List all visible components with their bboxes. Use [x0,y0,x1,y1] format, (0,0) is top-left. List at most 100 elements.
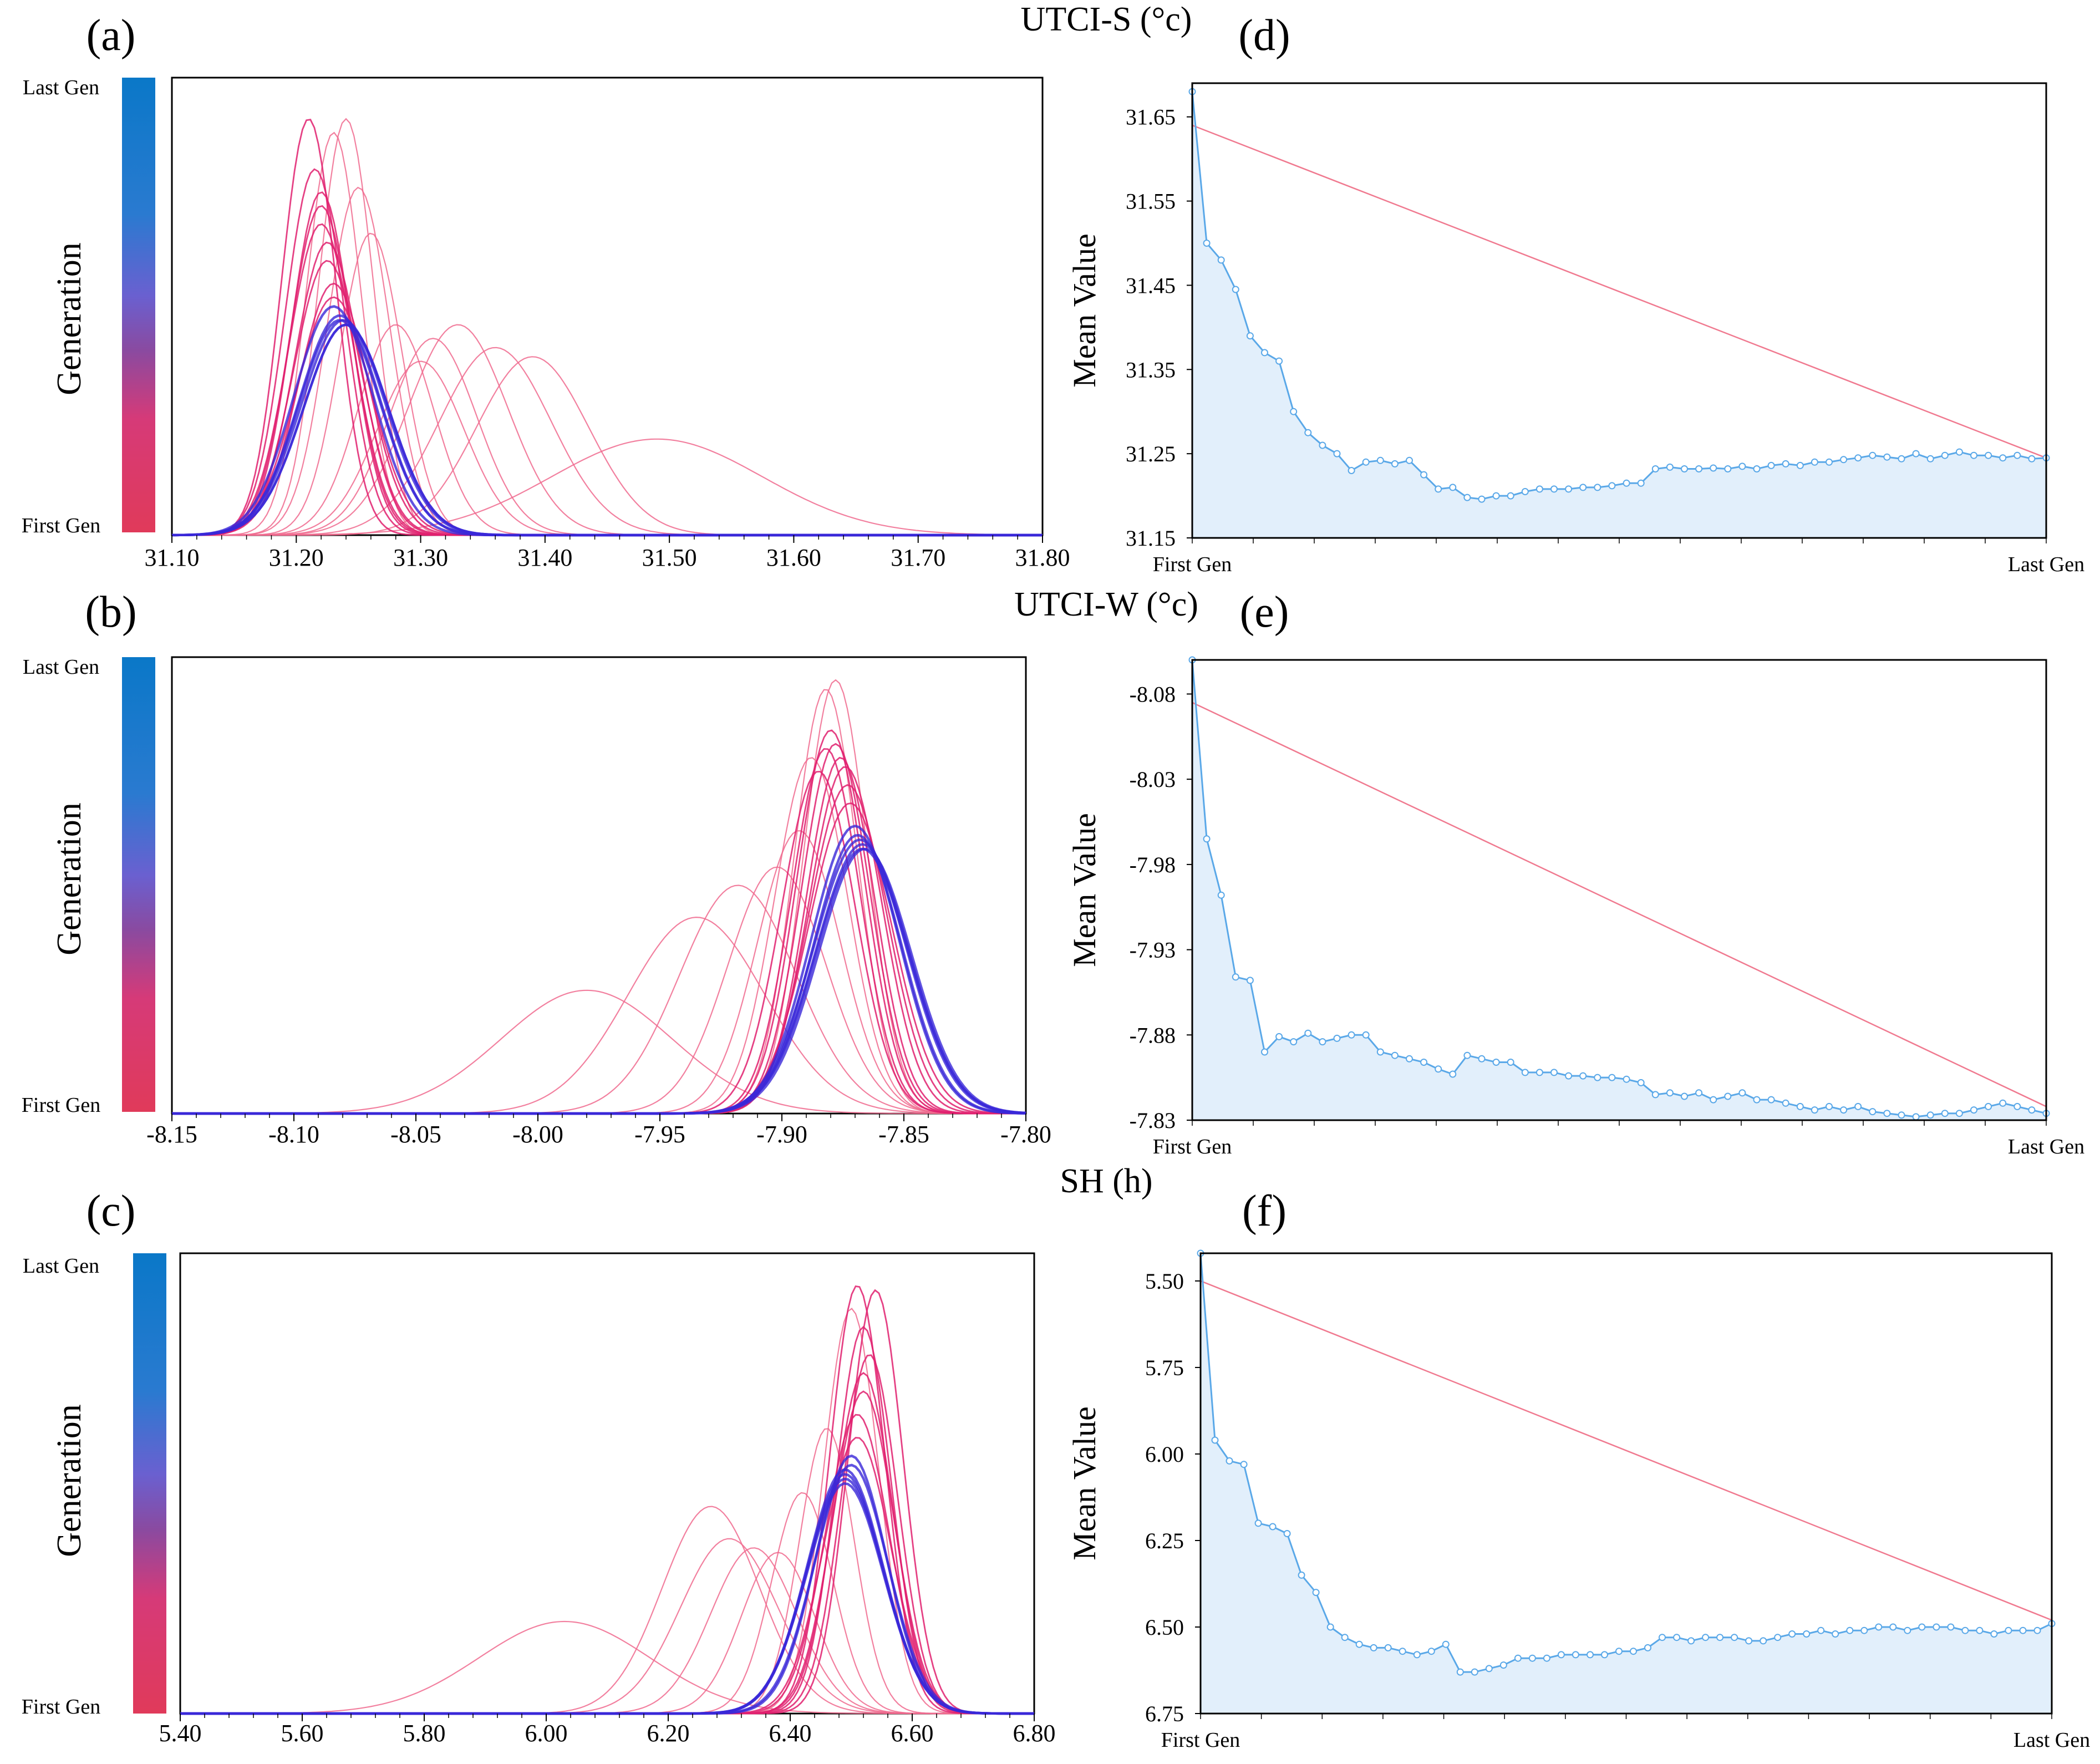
y-axis-title: Mean Value [1066,233,1102,388]
mean-point [1990,1630,1998,1638]
mean-point [1333,450,1341,457]
x-tick-label: 31.30 [393,544,448,571]
mean-point [1463,494,1471,501]
mean-point [1290,408,1298,415]
mean-point [1240,1461,1248,1468]
x-tick-label: 31.10 [145,544,200,571]
panel-a: (a) UTCI-S (°c) Last Gen First Gen Generatio… [22,1,1192,571]
y-tick-label: 5.75 [1145,1355,1184,1380]
mean-point [1449,484,1457,491]
mean-point [1269,1523,1277,1531]
mean-point [1788,1630,1796,1638]
panel-label-e: (e) [1240,588,1289,637]
mean-point [1362,1031,1370,1039]
y-tick-label: -7.88 [1130,1023,1176,1048]
mean-point [1275,1033,1283,1040]
mean-point [1615,1648,1623,1655]
mean-point [1594,484,1601,491]
mean-point [1738,462,1746,470]
y-tick-label: 5.50 [1145,1269,1184,1294]
x-tick-label: 6.40 [769,1720,812,1747]
y-tick-label: 6.00 [1145,1442,1184,1467]
mean-point [1869,1108,1877,1116]
mean-point [1304,1029,1312,1037]
mean-point [1817,1626,1825,1634]
y-axis-title: Mean Value [1066,1406,1102,1560]
distribution-curves [171,118,1043,537]
mean-area [1201,1253,2052,1714]
mean-point [1666,1089,1674,1097]
mean-point [1644,1644,1651,1651]
mean-point [1557,1651,1565,1659]
mean-point [1565,485,1573,493]
x-tick-label: 6.60 [891,1720,934,1747]
x-tick-label: 6.20 [647,1720,690,1747]
x-tick-label: 5.60 [281,1720,324,1747]
mean-point [1463,1051,1471,1059]
mean-point [2028,455,2036,462]
mean-point [1999,454,2007,462]
mean-point [1420,1059,1428,1066]
mean-point [1854,454,1862,462]
mean-point [1608,482,1616,490]
y-tick-label: 31.15 [1126,526,1176,551]
mean-point [1796,1102,1804,1110]
mean-point [1485,1665,1493,1673]
mean-point [1391,1051,1399,1059]
x-tick-label: -8.00 [512,1121,563,1148]
mean-point [1724,1092,1732,1100]
mean-point [1492,492,1500,500]
y-tick-label: 31.65 [1126,105,1176,130]
colorbar-title: Generation [50,242,88,395]
y-tick-label: -7.98 [1130,852,1176,877]
mean-point [1275,357,1283,365]
mean-point [1261,1048,1268,1056]
panel-label-a: (a) [87,11,136,60]
mean-point [1898,455,1905,462]
mean-point [1985,451,1992,459]
mean-point [1681,1092,1688,1100]
x-tick-label: -7.95 [634,1121,685,1148]
mean-point [1211,1436,1219,1444]
mean-point [1869,451,1877,459]
y-tick-label: 31.25 [1126,441,1176,466]
variable-label-b: UTCI-W (°c) [1014,586,1198,623]
mean-point [1406,456,1413,464]
mean-point [1399,1648,1406,1655]
y-tick-label: -7.93 [1130,938,1176,963]
panel-label-c: (c) [87,1187,136,1236]
mean-point [1767,461,1775,469]
x-tick-label: -8.10 [268,1121,319,1148]
x-end-label: Last Gen [2008,553,2084,576]
mean-point [1760,1637,1767,1645]
mean-point [1246,332,1254,340]
panel-e: (e) -8.08 -8.03 -7.98 -7.93 -7.88 -7.83 Mean Va… [1066,588,2084,1158]
mean-point [1681,465,1688,472]
mean-point [1811,1106,1818,1114]
mean-point [1535,485,1543,493]
distribution-curve-late [172,323,1043,537]
mean-point [1941,451,1949,459]
mean-point [1203,240,1211,247]
panel-label-b: (b) [85,588,136,637]
mean-point [1854,1102,1862,1110]
mean-point [1695,1089,1703,1097]
mean-point [1565,1072,1573,1080]
mean-point [1376,1048,1384,1056]
mean-point [1832,1630,1839,1638]
panel-f: (f) 5.50 5.75 6.00 6.25 6.50 6.75 Mean Value Fir… [1066,1187,2090,1752]
mean-point [1912,450,1920,457]
mean-point [1883,453,1891,461]
mean-point [1796,461,1804,469]
mean-point [1449,1070,1457,1078]
mean-point [1955,1110,1963,1117]
mean-point [1970,1106,1977,1114]
generation-colorbar [122,78,155,532]
mean-point [1550,485,1558,493]
mean-point [1912,1113,1920,1121]
y-tick-label: 31.35 [1126,357,1176,382]
x-tick-label: 5.80 [403,1720,446,1747]
mean-point [1312,1589,1320,1597]
mean-point [1753,465,1761,472]
mean-point [1702,1634,1710,1641]
